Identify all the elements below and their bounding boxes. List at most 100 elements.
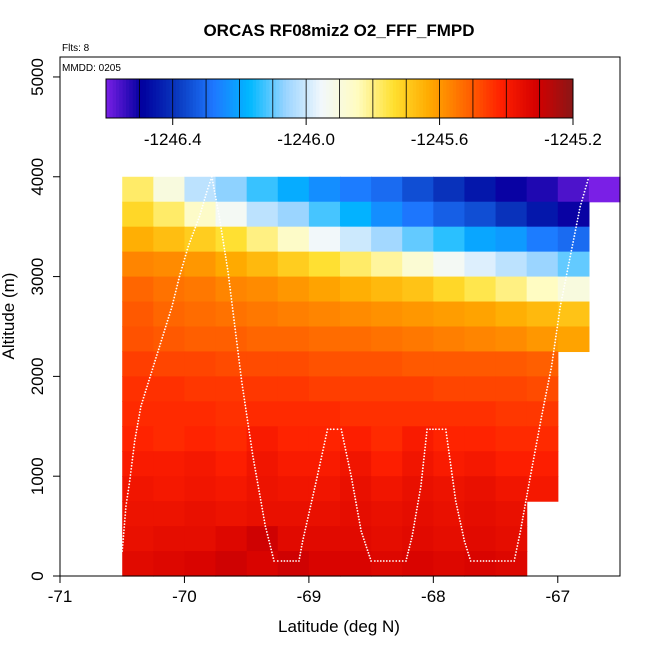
heatmap-cell (526, 276, 559, 303)
colorbar-segment (479, 79, 484, 118)
track-point (122, 532, 125, 534)
track-point (415, 511, 418, 514)
heatmap-cell (340, 401, 372, 427)
track-point (576, 217, 579, 220)
track-point (573, 235, 576, 237)
colorbar-segment (206, 79, 210, 118)
heatmap-cell (277, 326, 310, 353)
heatmap-cell (215, 226, 248, 253)
heatmap-cell (495, 551, 528, 577)
track-point (128, 480, 131, 483)
track-point (123, 526, 126, 528)
track-point (212, 184, 215, 187)
track-point (533, 451, 536, 454)
track-point (153, 362, 156, 365)
colorbar-segment (179, 79, 184, 118)
track-point (319, 461, 322, 464)
track-point (122, 538, 125, 540)
track-point (233, 319, 235, 322)
heatmap-cell (433, 401, 466, 427)
colorbar-segment (272, 79, 277, 118)
track-point (240, 377, 243, 380)
track-point (202, 201, 205, 204)
track-point (549, 371, 552, 374)
track-point (149, 374, 152, 376)
track-point (354, 498, 357, 501)
heatmap-cell (184, 476, 217, 502)
heatmap-cell (184, 551, 217, 577)
heatmap-cell (215, 326, 248, 353)
track-point (326, 431, 328, 434)
heatmap-cell (526, 301, 559, 328)
heatmap-cell (526, 251, 559, 278)
colorbar-segment (306, 79, 310, 118)
colorbar-segment (456, 79, 461, 118)
track-point (577, 214, 580, 217)
track-point (406, 554, 409, 557)
y-tick-label: 1000 (28, 457, 47, 495)
track-point (325, 434, 328, 437)
track-point (189, 240, 192, 243)
colorbar-segment (289, 79, 294, 118)
track-point (523, 509, 526, 512)
colorbar-segment (562, 79, 567, 118)
track-point (575, 226, 577, 229)
colorbar-segment (386, 79, 391, 118)
track-point (311, 496, 314, 499)
x-tick-label: -71 (48, 587, 73, 606)
track-point (218, 215, 221, 218)
track-point (538, 427, 541, 430)
heatmap-cell (184, 176, 217, 203)
track-point (567, 264, 570, 267)
track-point (353, 492, 356, 495)
track-point (376, 560, 379, 562)
track-point (215, 198, 217, 201)
heatmap-cell (153, 476, 186, 502)
track-point (155, 356, 157, 359)
colorbar-segment (236, 79, 240, 118)
track-point (572, 241, 575, 243)
track-point (221, 236, 224, 238)
colorbar-segment (229, 79, 234, 118)
colorbar-segment (502, 79, 507, 118)
track-point (344, 445, 346, 448)
y-tick-label: 5000 (28, 58, 47, 96)
heatmap-cell (184, 226, 217, 253)
track-point (184, 254, 187, 257)
heatmap-cells (122, 176, 621, 577)
axes: -71 -70 -69 -68 -67 0 1000 2000 3000 4000 5000 (28, 58, 570, 606)
heatmap-cell (277, 501, 310, 527)
colorbar-segment (509, 79, 514, 118)
track-point (524, 504, 527, 506)
heatmap-cell (433, 426, 466, 452)
track-point (230, 294, 232, 297)
track-point (414, 517, 417, 520)
track-point (494, 560, 497, 562)
colorbar-segment (169, 79, 174, 118)
track-point (126, 492, 129, 495)
track-point (355, 504, 358, 506)
track-point (587, 178, 589, 181)
track-point (216, 204, 219, 207)
track-point (136, 425, 139, 428)
track-point (307, 517, 309, 519)
heatmap-cell (464, 526, 497, 552)
heatmap-cell (308, 376, 341, 402)
track-point (548, 374, 551, 377)
track-point (258, 490, 261, 493)
colorbar-segment (356, 79, 361, 118)
colorbar-segment (452, 79, 457, 118)
heatmap-cell (215, 276, 248, 303)
colorbar-segment (282, 79, 287, 118)
track-point (336, 428, 339, 431)
track-point (560, 299, 563, 302)
heatmap-cell (340, 551, 372, 577)
colorbar-segment (416, 79, 421, 118)
track-point (245, 413, 248, 416)
heatmap-cell (557, 176, 590, 203)
track-point (206, 187, 209, 190)
track-point (586, 181, 589, 184)
heatmap-cell (215, 176, 248, 203)
track-point (548, 377, 551, 380)
